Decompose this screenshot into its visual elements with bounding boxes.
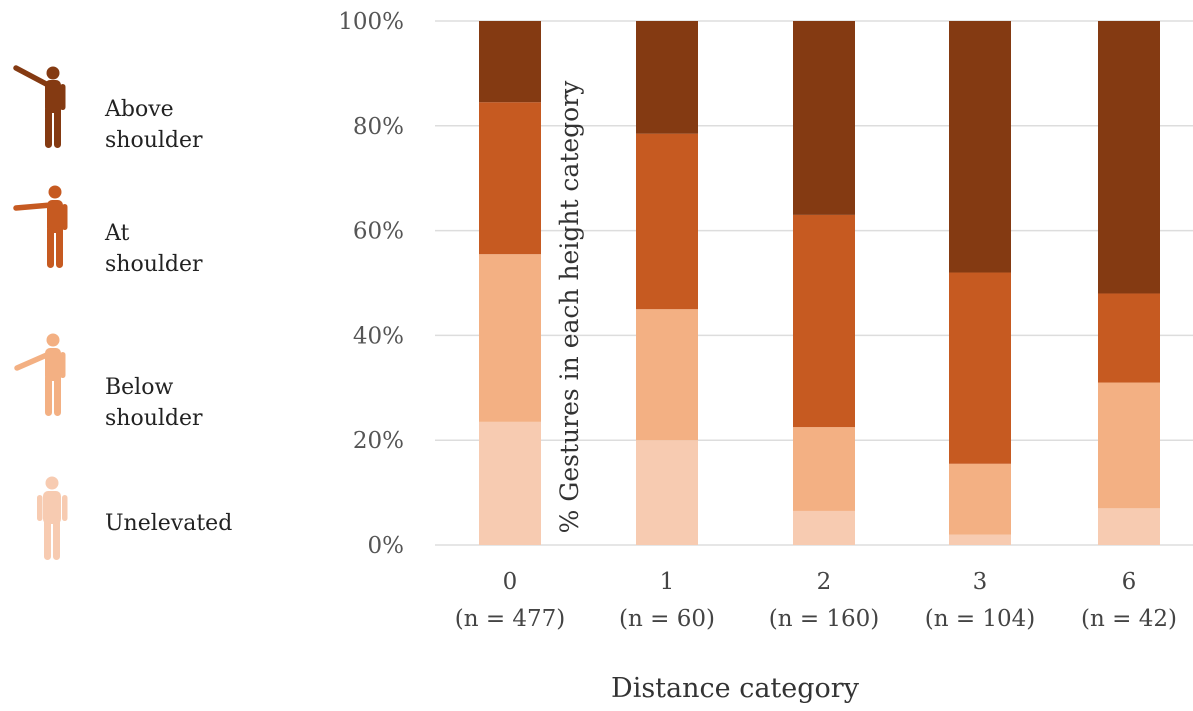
x-tick-label: 2 [817, 569, 832, 595]
person-arm-raised-above-shoulder-icon [13, 65, 66, 148]
y-tick-label: 20% [353, 428, 404, 454]
bar-segment-above-shoulder [1098, 21, 1160, 294]
bar-segment-unelevated [949, 534, 1011, 545]
bar-segment-unelevated [1098, 508, 1160, 545]
x-tick-labels: 0 (n = 477) 1 (n = 60) 2 (n = 160) 3 (n = 104) 6… [455, 569, 1177, 632]
x-tick-label: 3 [973, 569, 988, 595]
legend-label-line2: shoulder [105, 128, 203, 153]
x-tick-count-label: (n = 104) [925, 606, 1036, 632]
bar-segment-unelevated [793, 510, 855, 545]
bar-segment-at-shoulder [949, 272, 1011, 464]
legend-label-line2: shoulder [105, 252, 203, 277]
legend-label-line1: Below [105, 375, 174, 400]
bar-segment-below-shoulder [793, 427, 855, 511]
x-tick-label: 1 [660, 569, 675, 595]
bar-segment-unelevated [636, 440, 698, 545]
legend-label-line1: Unelevated [105, 511, 233, 536]
x-tick-count-label: (n = 60) [619, 606, 715, 632]
bar-segment-at-shoulder [1098, 293, 1160, 383]
bar-segment-below-shoulder [949, 463, 1011, 535]
y-axis-label: % Gestures in each height category [555, 80, 584, 534]
person-arm-below-shoulder-icon [14, 333, 66, 416]
x-tick-count-label: (n = 160) [769, 606, 880, 632]
x-axis-label: Distance category [611, 673, 860, 704]
legend-label-line1: At [105, 221, 130, 246]
bar-segment-below-shoulder [636, 309, 698, 441]
bar-segment-at-shoulder [479, 102, 541, 255]
x-tick-count-label: (n = 42) [1081, 606, 1177, 632]
bar-segment-at-shoulder [636, 133, 698, 310]
legend-item-below-shoulder: Below shoulder [0, 326, 280, 436]
y-tick-label: 60% [353, 219, 404, 245]
bar-segment-unelevated [479, 421, 541, 545]
legend-item-at-shoulder: At shoulder [0, 182, 280, 292]
legend-label-line2: shoulder [105, 406, 203, 431]
legend-label-line1: Above [105, 97, 174, 122]
legend: Above shoulder At shoulder [0, 0, 280, 711]
y-tick-labels: 0% 20% 40% 60% 80% 100% [338, 9, 404, 559]
x-tick-label: 0 [503, 569, 518, 595]
y-tick-label: 0% [368, 533, 405, 559]
stacked-bar-chart: 0% 20% 40% 60% 80% 100% 0 (n = 477) 1 (n = 60) 2 (… [338, 9, 1193, 704]
y-tick-label: 100% [338, 9, 404, 35]
bar-segment-above-shoulder [793, 21, 855, 215]
x-tick-label: 6 [1122, 569, 1137, 595]
x-tick-count-label: (n = 477) [455, 606, 566, 632]
bars [479, 21, 1160, 545]
legend-item-unelevated: Unelevated [0, 470, 280, 580]
bar-segment-above-shoulder [636, 21, 698, 134]
bar-segment-at-shoulder [793, 214, 855, 428]
bar-segment-above-shoulder [479, 21, 541, 103]
bar-segment-above-shoulder [949, 21, 1011, 273]
bar-segment-below-shoulder [479, 254, 541, 422]
y-tick-label: 40% [353, 323, 404, 349]
legend-item-above-shoulder: Above shoulder [0, 58, 280, 168]
person-arm-at-shoulder-icon [13, 185, 68, 268]
person-arms-down-icon [37, 476, 68, 560]
bar-segment-below-shoulder [1098, 382, 1160, 509]
y-tick-label: 80% [353, 114, 404, 140]
